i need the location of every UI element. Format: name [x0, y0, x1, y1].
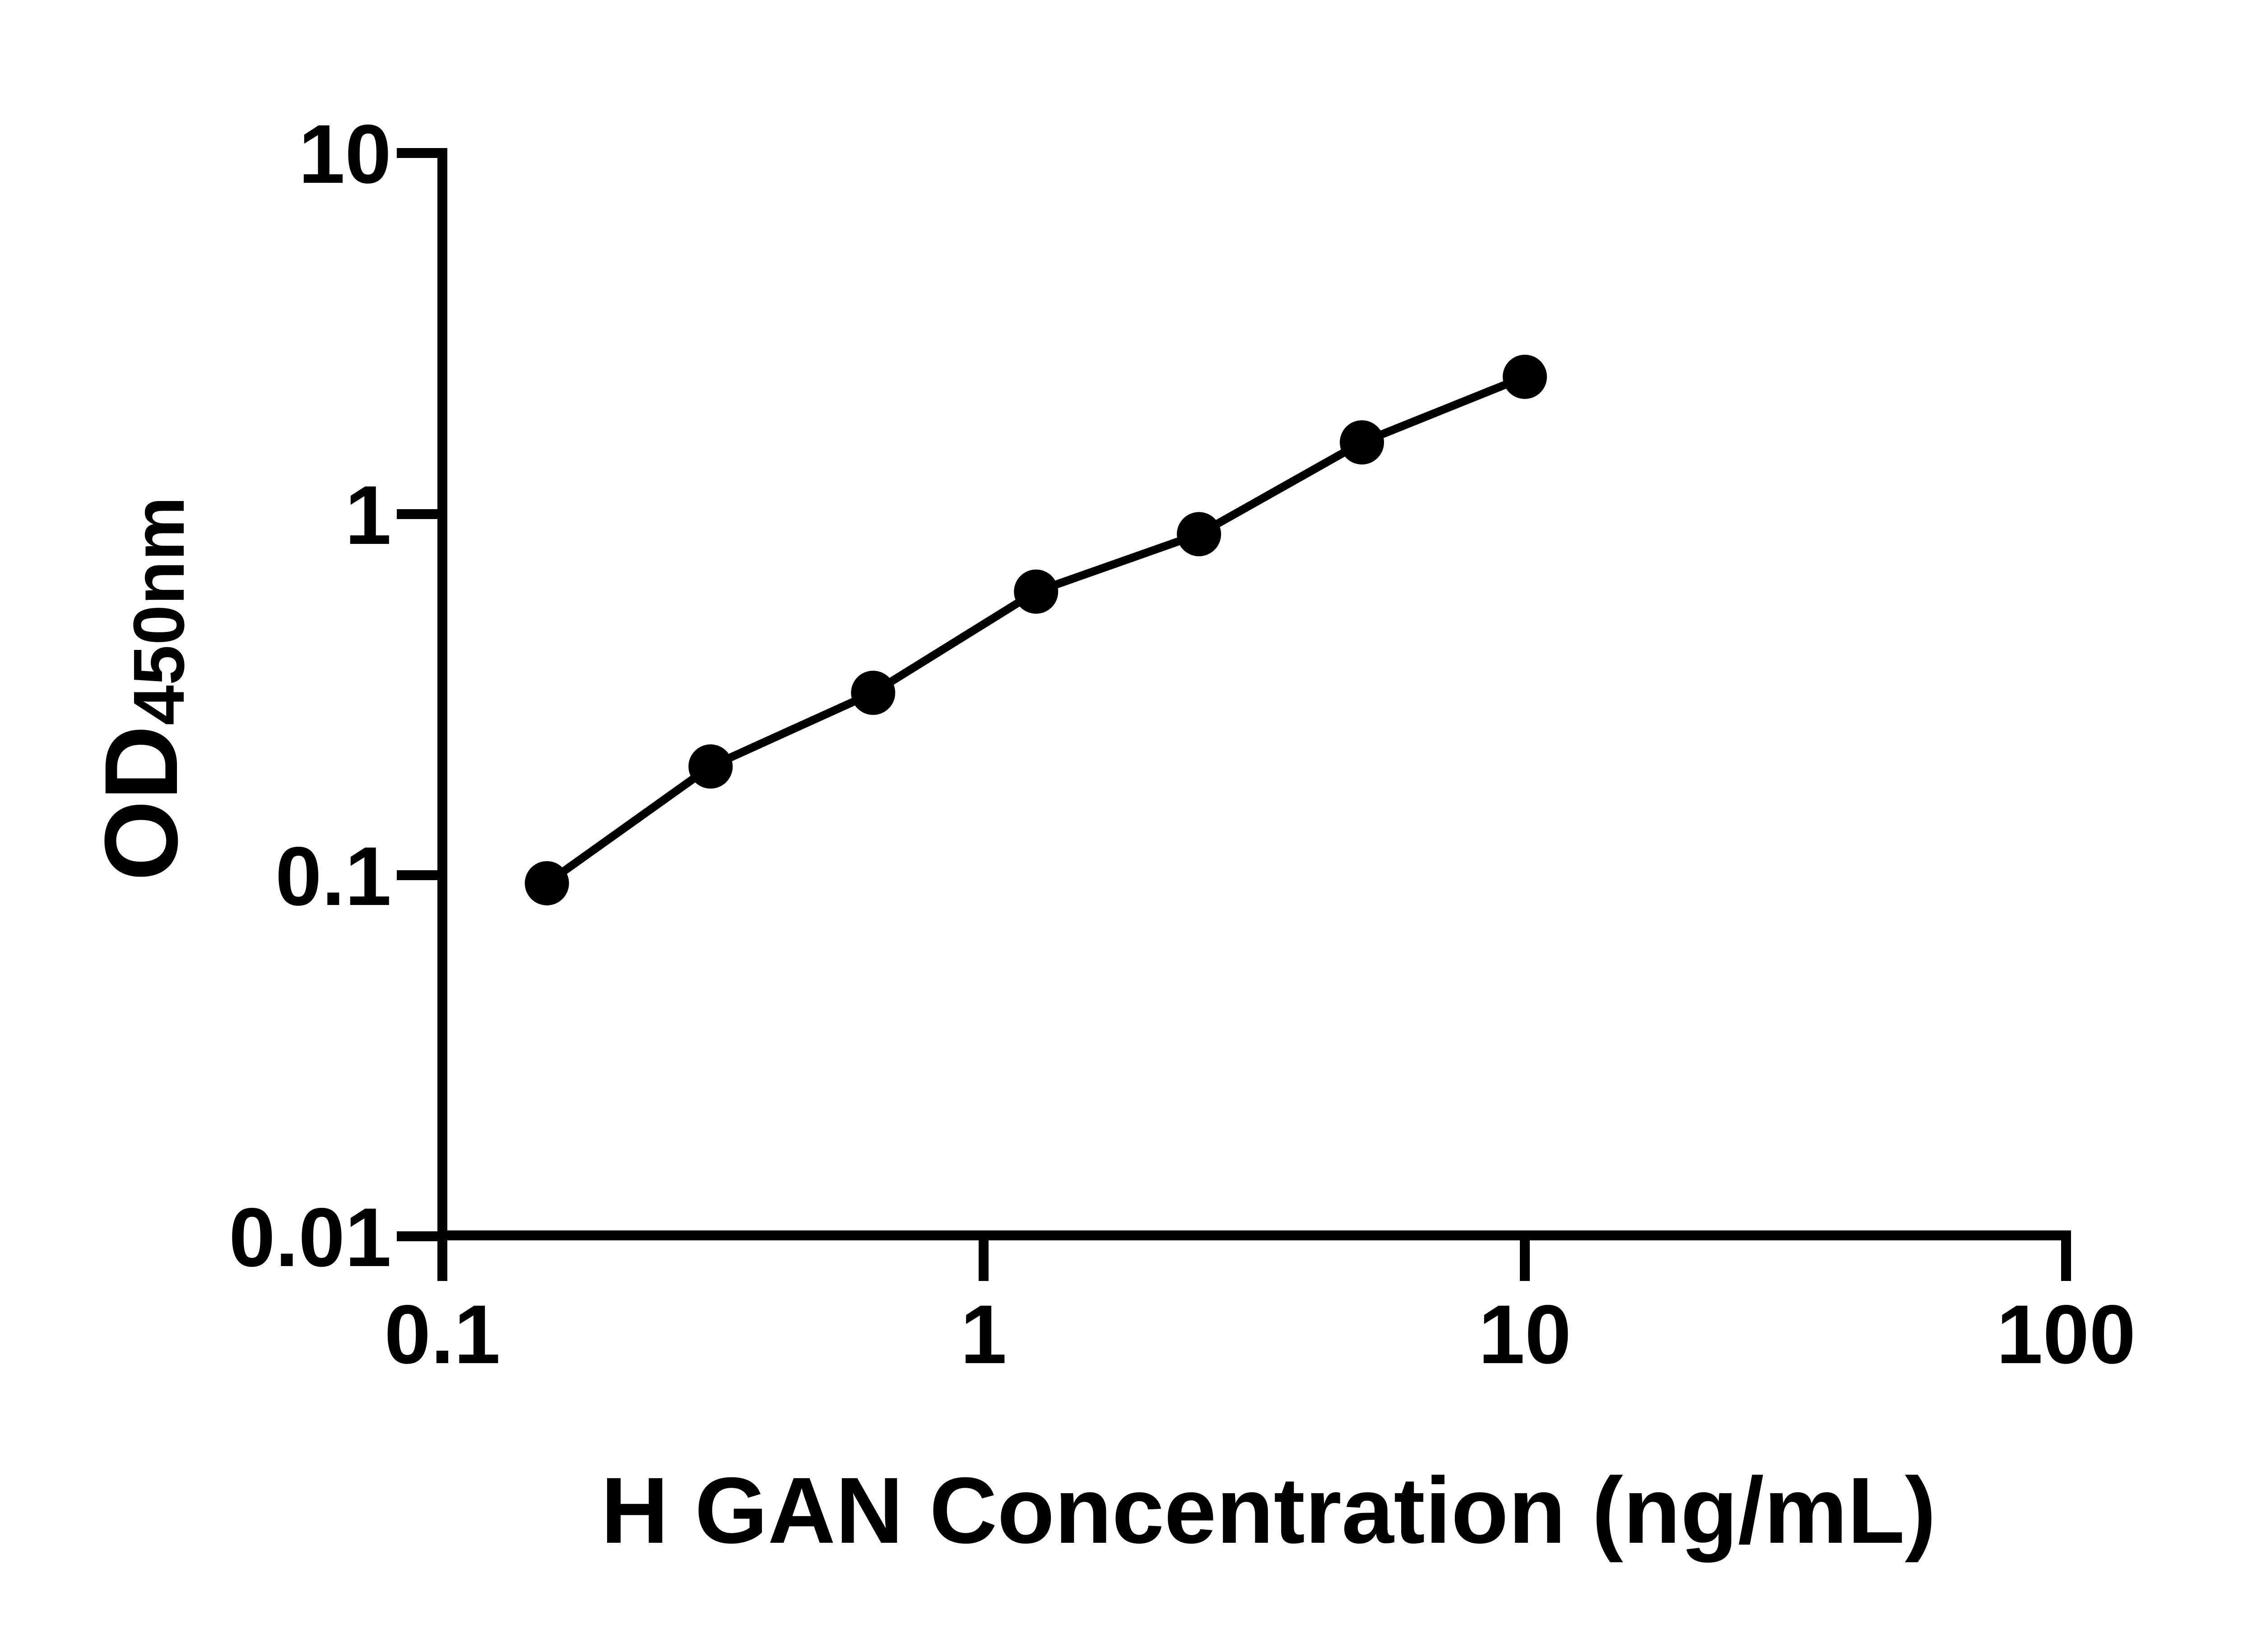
x-axis-ticks: [437, 1240, 2071, 1281]
data-point: [1503, 354, 1547, 399]
y-tick-label: 10: [298, 108, 391, 201]
x-tick-label: 100: [1997, 1288, 2136, 1381]
x-axis-title: H GAN Concentration (ng/mL): [601, 1458, 1936, 1563]
data-point: [1014, 569, 1059, 614]
x-axis-tick-labels: 0.1 1 10 100: [384, 1288, 2136, 1381]
curve-series: [525, 354, 1547, 905]
y-axis-ticks: [397, 148, 437, 1241]
data-point: [1177, 512, 1221, 557]
x-tick-label: 10: [1478, 1288, 1571, 1381]
x-axis: 0.1 1 10 100 H GAN Concentration (ng/mL): [384, 1230, 2136, 1563]
y-axis-title-main: OD: [83, 725, 199, 881]
y-tick-label: 0.1: [275, 830, 391, 923]
x-tick-label: 0.1: [384, 1288, 500, 1381]
y-axis-title: OD450nm: [83, 497, 199, 881]
data-point: [688, 744, 733, 789]
y-tick-label: 1: [345, 469, 391, 562]
y-tick-label: 0.01: [229, 1191, 391, 1284]
x-tick-label: 1: [961, 1288, 1007, 1381]
y-axis: 10 1 0.1 0.01 OD450nm: [83, 108, 447, 1284]
data-point: [525, 861, 569, 905]
y-axis-tick-labels: 10 1 0.1 0.01: [229, 108, 391, 1284]
data-points: [525, 354, 1547, 905]
data-point: [851, 670, 896, 715]
data-point: [1340, 420, 1384, 465]
y-axis-title-subscript: 450nm: [118, 497, 199, 725]
